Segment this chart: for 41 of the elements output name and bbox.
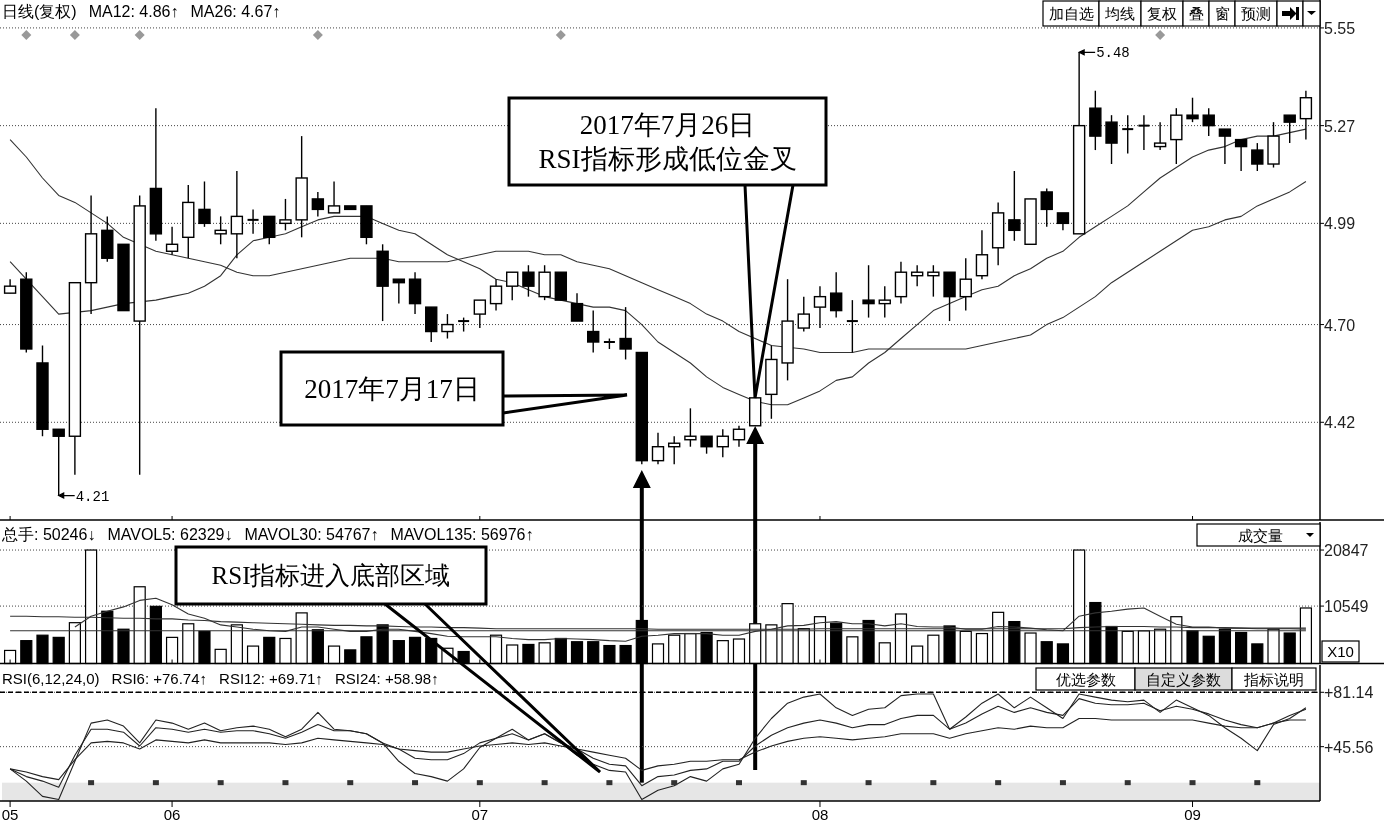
y-tick-label: +45.56: [1324, 738, 1374, 756]
annotation: 均线: [1104, 5, 1135, 22]
x-tick-label: 07: [471, 806, 489, 823]
y-tick-label: 4.99: [1324, 215, 1356, 233]
annotation: 叠: [1188, 5, 1204, 22]
annotation: 2017年7月17日: [304, 373, 480, 404]
x-tick-label: 09: [1184, 806, 1201, 823]
annotation: 4.21: [75, 488, 110, 505]
annotation: 优选参数: [1055, 670, 1116, 688]
y-tick-label: 4.70: [1324, 316, 1356, 334]
x-tick-label: 06: [163, 806, 181, 823]
annotation: MAVOL5: 62329↓: [107, 526, 233, 543]
annotation: 复权: [1147, 5, 1177, 22]
annotation: 5.48: [1096, 45, 1130, 62]
y-tick-label: 20847: [1324, 542, 1369, 560]
chart-title: RSI(6,12,24,0): [2, 670, 100, 687]
annotation: 窗: [1214, 5, 1230, 22]
chart-title: 总手: 50246↓: [1, 526, 96, 543]
annotation: 指标说明: [1243, 670, 1304, 688]
y-tick-label: 5.55: [1324, 19, 1356, 37]
annotation: 预测: [1241, 5, 1271, 22]
chart-title: 日线(复权): [2, 3, 77, 20]
y-tick-label: 5.27: [1324, 117, 1356, 135]
annotation: MA12: 4.86↑: [88, 3, 179, 20]
y-tick-label: +81.14: [1324, 684, 1374, 702]
x-tick-label: 08: [811, 806, 829, 823]
annotation: 加自选: [1048, 5, 1094, 22]
annotation: 2017年7月26日 RSI指标形成低位金叉: [538, 110, 797, 174]
annotation: MA26: 4.67↑: [190, 3, 281, 20]
y-tick-label: 10549: [1324, 598, 1369, 616]
annotation: MAVOL30: 54767↑: [244, 526, 379, 543]
x-tick-label: 05: [1, 806, 19, 823]
text: X10: [1327, 643, 1354, 660]
annotation: MAVOL135: 56976↑: [390, 526, 534, 543]
annotation: RSI24: +58.98↑: [334, 670, 439, 687]
annotation: RSI12: +69.71↑: [219, 670, 323, 687]
annotation: 成交量: [1237, 526, 1283, 544]
annotation: RSI6: +76.74↑: [111, 670, 208, 687]
annotation: 自定义参数: [1146, 670, 1221, 688]
annotation: RSI指标进入底部区域: [211, 562, 451, 590]
y-tick-label: 4.42: [1324, 414, 1356, 432]
